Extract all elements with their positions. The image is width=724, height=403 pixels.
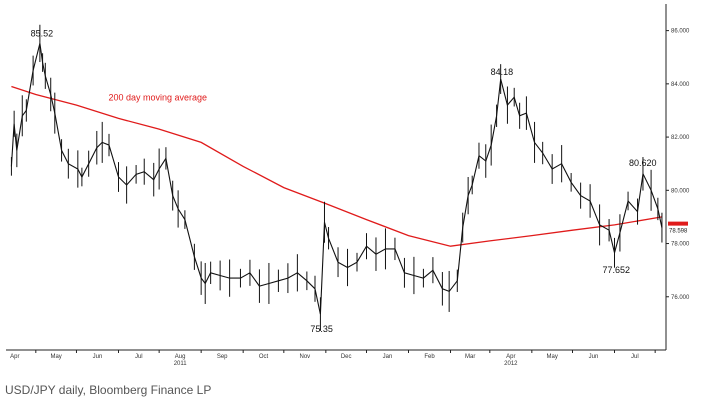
x-month-label: Sep [217,354,228,360]
x-month-label: Jul [631,354,639,360]
x-month-label: Feb [424,354,435,360]
moving-average-label: 200 day moving average [108,92,207,102]
y-axis-ticks: 86.000 84.000 82.000 80.000 78.000 76.000 [666,29,690,301]
y-tick-label: 82.000 [671,135,690,141]
chart-caption: USD/JPY daily, Bloomberg Finance LP [5,383,212,397]
moving-average-series [11,85,663,247]
price-line [10,43,663,315]
y-tick-label: 78.000 [671,242,690,248]
x-month-label: May [50,354,61,360]
x-month-label: Aug [175,354,186,360]
x-month-label: Jan [383,354,393,360]
price-annotation: 77.652 [603,265,631,275]
price-annotation: 85.52 [31,28,54,38]
x-year-label: 2011 [174,361,188,367]
x-month-label: May [546,354,557,360]
price-annotation: 84.18 [491,67,514,77]
chart-axes [6,4,667,351]
x-month-label: Mar [465,354,475,360]
x-month-label: Nov [299,354,310,360]
x-month-label: Apr [506,354,515,360]
y-tick-label: 84.000 [671,82,690,88]
last-ma-marker [668,221,688,226]
x-month-label: Jul [135,354,143,360]
annotations: 78.598 85.52 84.18 80.620 77.652 75.35 200 day… [31,28,688,334]
price-annotation: 80.620 [629,158,657,168]
x-month-label: Jun [589,354,599,360]
moving-average-line [11,85,663,247]
y-tick-label: 86.000 [671,29,690,35]
x-month-label: Jun [93,354,103,360]
x-month-label: Apr [10,354,19,360]
usdjpy-chart: 86.000 84.000 82.000 80.000 78.000 76.000 Apr… [6,4,690,367]
y-tick-label: 80.000 [671,188,690,194]
x-month-label: Dec [341,354,352,360]
x-year-label: 2012 [504,361,518,367]
y-tick-label: 76.000 [671,295,690,301]
last-price-label: 78.598 [669,229,688,235]
price-annotation: 75.35 [310,324,333,334]
x-axis-ticks: Apr May Jun Jul Aug Sep Oct Nov Dec Jan Feb Mar Apr M… [10,350,656,367]
x-month-label: Oct [259,354,269,360]
price-series [10,24,663,331]
